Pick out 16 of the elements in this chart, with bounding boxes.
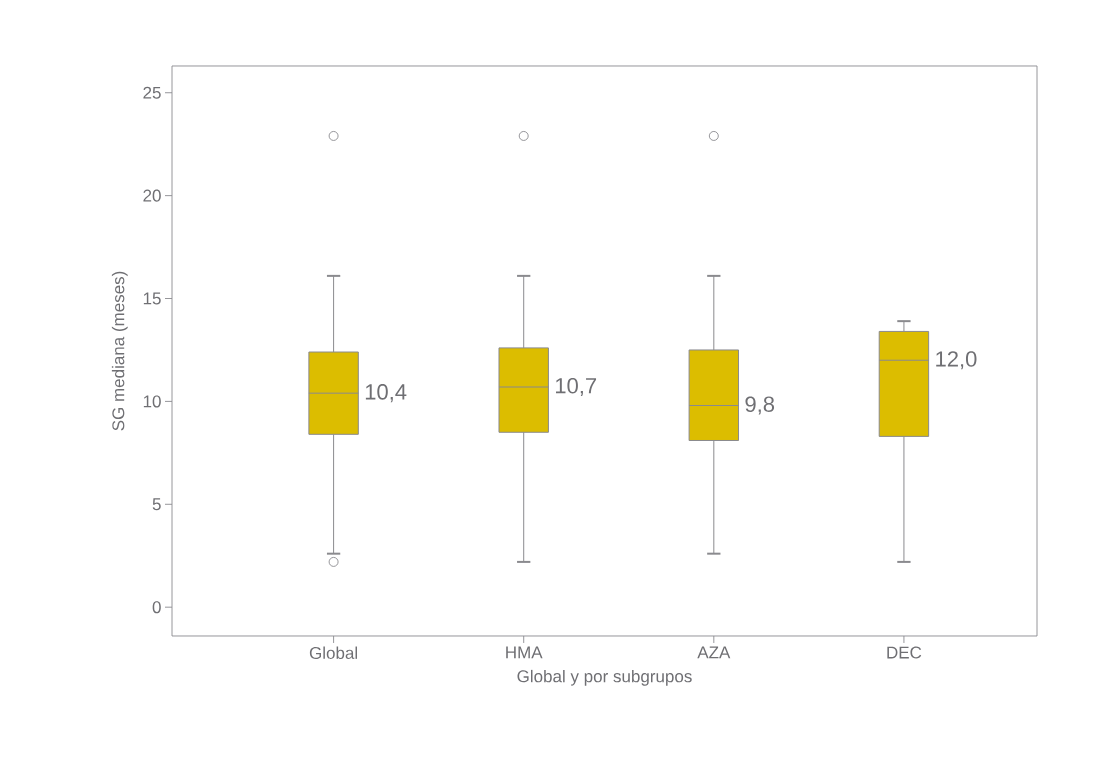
y-axis-title: SG mediana (meses) [111, 271, 128, 431]
x-tick-label: AZA [697, 646, 731, 659]
y-tick-label: 15 [143, 292, 161, 305]
x-tick-label: Global [309, 646, 358, 660]
annotation: 9,8 [745, 396, 775, 415]
x-tick-label: HMA [506, 646, 543, 659]
x-tick-label: DEC [887, 646, 922, 659]
x-axis-title: Global y por subgrupos [517, 669, 692, 686]
y-tick-label: 10 [143, 395, 161, 408]
annotation: 10,7 [556, 377, 597, 397]
y-tick-label: 25 [143, 86, 161, 99]
annotation: 12,0 [936, 351, 977, 370]
y-tick-label: 0 [152, 601, 161, 614]
y-tick-label: 5 [152, 498, 161, 511]
y-tick-label: 20 [143, 189, 161, 202]
annotation: 10,4 [365, 384, 407, 403]
